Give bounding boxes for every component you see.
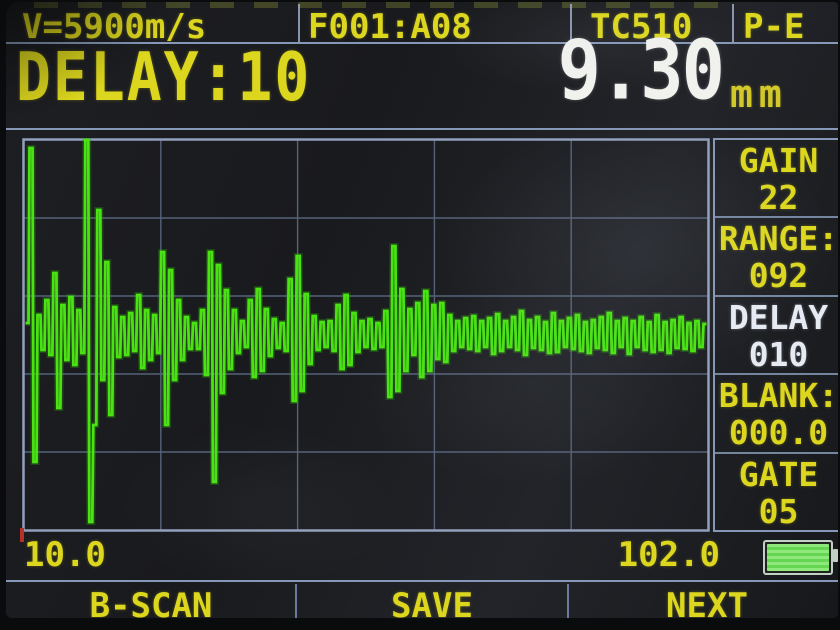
param-value: 092 bbox=[748, 256, 809, 296]
device-screen: V=5900m/s F001:A08 TC510 P-E DELAY:10 9.… bbox=[6, 2, 838, 618]
scale-start-label: 10.0 bbox=[24, 535, 106, 575]
param-label: GATE bbox=[738, 454, 819, 494]
battery-icon bbox=[763, 540, 838, 575]
unit-label: mm bbox=[730, 72, 788, 116]
param-label: DELAY bbox=[728, 297, 829, 337]
param-label: GAIN bbox=[738, 141, 819, 180]
softkey-menu: B-SCAN SAVE NEXT bbox=[6, 582, 838, 618]
a-scan-plot bbox=[22, 138, 710, 532]
battery-terminal bbox=[833, 549, 838, 562]
bscan-button[interactable]: B-SCAN bbox=[89, 586, 213, 618]
next-button[interactable]: NEXT bbox=[666, 586, 748, 618]
parameter-sidebar: GAIN 22 RANGE: 092 DELAY 010 BLANK: 000.… bbox=[713, 138, 838, 532]
menu-divider bbox=[295, 584, 297, 618]
mode-label: P-E bbox=[743, 7, 805, 47]
scale-row: 10.0 102.0 bbox=[6, 532, 838, 582]
param-label: RANGE: bbox=[718, 219, 838, 259]
param-value: 22 bbox=[758, 178, 799, 217]
param-label: BLANK: bbox=[718, 376, 838, 416]
param-blank[interactable]: BLANK: 000.0 bbox=[715, 375, 838, 454]
param-delay[interactable]: DELAY 010 bbox=[715, 297, 838, 376]
param-gate[interactable]: GATE 05 bbox=[715, 454, 838, 530]
battery-fill bbox=[767, 544, 829, 571]
scale-end-label: 102.0 bbox=[617, 535, 720, 575]
topbar-divider bbox=[298, 4, 300, 42]
param-gain[interactable]: GAIN 22 bbox=[715, 140, 838, 219]
param-range[interactable]: RANGE: 092 bbox=[715, 218, 838, 297]
file-id-readout: F001:A08 bbox=[308, 7, 472, 47]
delay-readout: DELAY:10 bbox=[16, 37, 312, 116]
save-button[interactable]: SAVE bbox=[391, 586, 473, 618]
menu-divider bbox=[567, 584, 569, 618]
param-value: 05 bbox=[758, 491, 799, 531]
param-value: 010 bbox=[748, 334, 809, 374]
thickness-reading: 9.30 bbox=[557, 22, 725, 118]
param-value: 000.0 bbox=[728, 413, 829, 453]
topbar-divider bbox=[732, 4, 734, 42]
measurement-row: DELAY:10 9.30 mm bbox=[6, 22, 838, 130]
